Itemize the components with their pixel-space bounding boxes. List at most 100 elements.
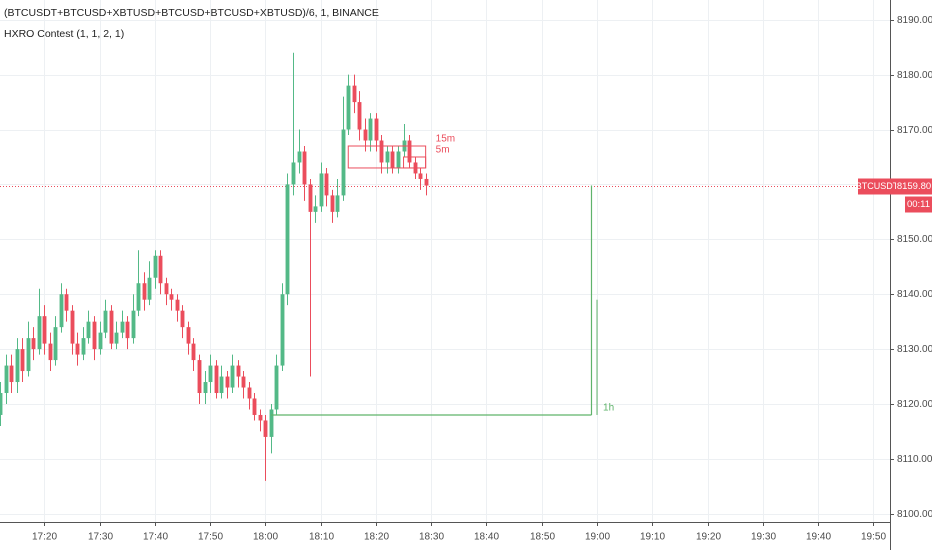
candle-body xyxy=(297,151,302,163)
candle-body xyxy=(15,349,20,383)
candle-body xyxy=(120,321,125,333)
symbol-label-box xyxy=(858,178,896,195)
candle-body xyxy=(319,173,324,207)
range-label: 1h xyxy=(603,403,614,414)
candle-body xyxy=(363,129,368,141)
candle-body xyxy=(197,360,202,394)
candle-body xyxy=(214,365,219,394)
candle-body xyxy=(346,85,351,130)
range-label: 15m xyxy=(436,134,455,145)
candle-body xyxy=(379,140,384,163)
candle-body xyxy=(324,173,329,196)
candle-body xyxy=(98,332,103,350)
y-tick-label: 8140.00 xyxy=(897,289,932,300)
candle-body xyxy=(258,414,263,421)
candle-body xyxy=(208,365,213,383)
candle-body xyxy=(308,184,313,212)
candle-body xyxy=(274,365,279,410)
candle-body xyxy=(64,294,69,311)
candle-body xyxy=(180,310,185,328)
candle-body xyxy=(131,310,136,339)
candle-body xyxy=(418,173,423,179)
candle-body xyxy=(269,409,274,437)
candle-body xyxy=(330,195,335,212)
candle-body xyxy=(313,206,318,212)
plot xyxy=(0,52,890,481)
candle-body xyxy=(92,321,97,350)
candle-body xyxy=(109,310,114,344)
candle-body xyxy=(31,338,36,350)
candle-body xyxy=(4,365,9,394)
candle-body xyxy=(53,327,58,361)
x-tick-label: 19:00 xyxy=(585,532,610,543)
y-tick-label: 8110.00 xyxy=(897,454,932,465)
candle-body xyxy=(203,382,208,394)
candle-body xyxy=(0,393,3,415)
price-label-box xyxy=(896,178,932,195)
candle-body xyxy=(37,316,42,350)
candle-body xyxy=(341,129,346,196)
y-tick-label: 8180.00 xyxy=(897,70,932,81)
candle-body xyxy=(136,283,141,311)
candle-body xyxy=(424,178,429,186)
x-tick-label: 17:30 xyxy=(88,532,113,543)
candle-body xyxy=(225,376,230,388)
candle-body xyxy=(247,387,252,399)
x-tick-label: 19:30 xyxy=(751,532,776,543)
candle-body xyxy=(175,299,180,311)
candle-body xyxy=(42,316,47,344)
range-label: 5m xyxy=(436,145,450,156)
x-tick-label: 17:40 xyxy=(143,532,168,543)
x-tick-label: 19:10 xyxy=(640,532,665,543)
x-tick-label: 17:20 xyxy=(32,532,57,543)
candle-body xyxy=(390,151,395,168)
candle-body xyxy=(368,118,373,141)
candle-body xyxy=(142,283,147,300)
candle-body xyxy=(280,294,285,366)
countdown-label: 00:11 xyxy=(907,199,930,210)
candle-body xyxy=(103,310,108,333)
candle-body xyxy=(252,398,257,415)
candle-body xyxy=(335,195,340,212)
range-box xyxy=(403,156,427,169)
candle-body xyxy=(125,321,130,339)
candle-body xyxy=(236,365,241,377)
y-tick-label: 8100.00 xyxy=(897,509,932,520)
candle-body xyxy=(191,343,196,361)
chart-title: (BTCUSDT+BTCUSD+XBTUSD+BTCUSD+BTCUSD+XBT… xyxy=(4,7,379,19)
x-tick-label: 18:10 xyxy=(309,532,334,543)
price-label: 8159.80 xyxy=(897,181,931,192)
candle-body xyxy=(385,151,390,163)
candle-body xyxy=(241,376,246,388)
x-tick-label: 19:50 xyxy=(861,532,886,543)
candle-body xyxy=(70,310,75,344)
candle-body xyxy=(9,365,14,383)
y-tick-label: 8190.00 xyxy=(897,15,932,26)
candle-body xyxy=(158,255,163,284)
countdown-box xyxy=(905,196,932,213)
candle-body xyxy=(48,343,53,361)
candle-body xyxy=(219,376,224,394)
candle-body xyxy=(230,365,235,388)
candle-body xyxy=(153,255,158,278)
y-tick-label: 8170.00 xyxy=(897,125,932,136)
candle-body xyxy=(20,349,25,372)
y-tick-label: 8150.00 xyxy=(897,234,932,245)
x-tick-label: 18:20 xyxy=(364,532,389,543)
candle-body xyxy=(357,102,362,130)
candle-body xyxy=(75,343,80,355)
x-tick-label: 18:30 xyxy=(419,532,444,543)
candle-body xyxy=(164,283,169,295)
y-tick-label: 8120.00 xyxy=(897,399,932,410)
candle-body xyxy=(186,327,191,344)
x-tick-label: 19:40 xyxy=(806,532,831,543)
x-tick-label: 19:20 xyxy=(696,532,721,543)
candle-body xyxy=(26,338,31,372)
candle-body xyxy=(396,151,401,168)
symbol-label: BTCUSDT xyxy=(856,181,899,191)
candle-body xyxy=(147,277,152,300)
y-tick-label: 8130.00 xyxy=(897,344,932,355)
candle-body xyxy=(169,294,174,300)
x-tick-label: 18:40 xyxy=(474,532,499,543)
